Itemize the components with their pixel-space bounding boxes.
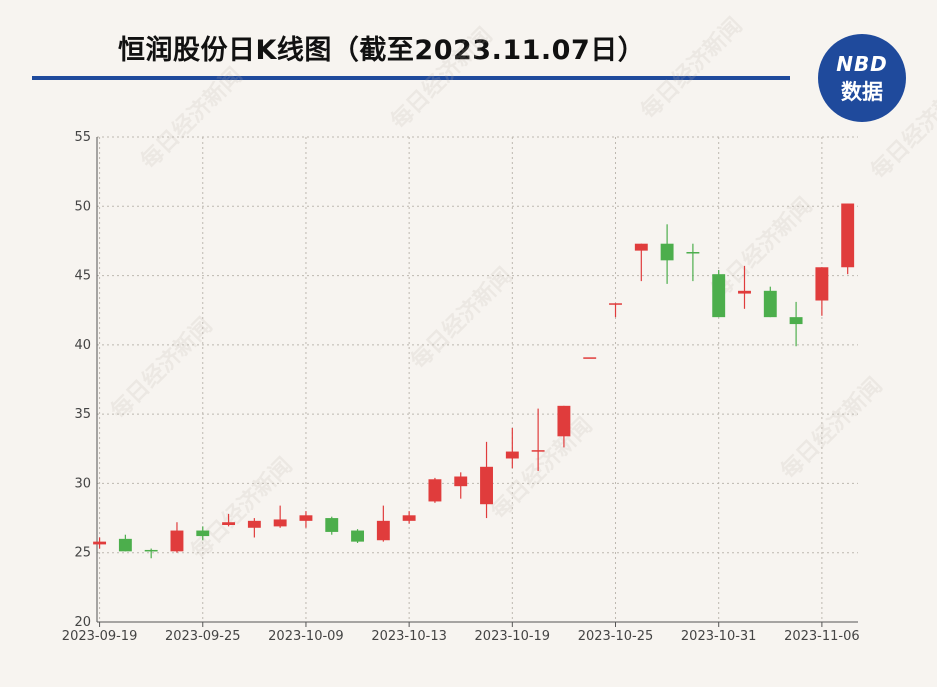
candle [428,477,442,503]
x-tick-label: 2023-09-19 [62,629,138,644]
candle [738,265,751,309]
candle [376,505,390,542]
y-tick-label: 30 [74,476,91,491]
x-tick-label: 2023-09-25 [165,629,241,644]
candle-body [609,303,622,305]
candle [170,522,184,553]
watermark-text: 每日经济新闻 [136,63,248,175]
candle [325,516,339,535]
candle [454,472,468,499]
candle [712,270,726,318]
axes-layer: 20 25 30 35 40 45 50 55 2023-09-19 2023-09-25 2023… [62,130,860,644]
candle [299,511,313,528]
candle-body [325,518,339,532]
candle-body [660,243,674,261]
candle [222,513,236,527]
candle-body [222,522,236,525]
y-tick-label: 45 [74,269,91,284]
y-tick-label: 20 [74,615,91,630]
candle [841,203,855,275]
candle-body [273,519,287,527]
nbd-logo: NBD 数据 [818,34,906,122]
candle [505,428,519,469]
logo-text-top: NBD [836,52,888,76]
x-tick-label: 2023-10-25 [578,629,654,644]
candle [634,243,648,282]
watermark-text: 每日经济新闻 [636,13,748,125]
candle [763,286,777,318]
candle-body [815,267,829,301]
candle-body [841,203,855,268]
y-tick-label: 35 [74,407,91,422]
candle [789,301,803,347]
candle-body [118,538,132,552]
candle-body [505,451,519,459]
candle [557,405,571,448]
candle-body [531,450,545,452]
candle [93,537,107,549]
candle-body [170,530,184,552]
y-tick-label: 40 [74,338,91,353]
watermark-text: 每日经济新闻 [386,23,498,135]
candle-body [93,541,107,545]
candle-body [557,405,571,437]
watermark-text: 每日经济新闻 [486,413,598,525]
watermark-text: 每日经济新闻 [776,373,888,485]
candle-body [144,549,158,552]
candle-body [454,476,468,487]
candle-body [712,274,726,318]
candle [609,303,622,318]
watermark-text: 每日经济新闻 [866,73,937,185]
grid-layer [97,136,858,622]
candle [196,526,210,541]
x-tick-label: 2023-10-13 [371,629,447,644]
logo-text-bottom: 数据 [841,80,883,104]
candles-layer [93,203,855,559]
candle [402,511,416,524]
x-tick-label: 2023-10-09 [268,629,344,644]
candle-body [480,466,493,505]
candle [815,267,829,316]
candle-body [247,520,261,528]
x-tick-label: 2023-10-19 [475,629,551,644]
candle [686,243,700,282]
candle-body [634,243,648,251]
candle [351,529,364,544]
candle [531,408,545,471]
watermark-text: 每日经济新闻 [106,313,218,425]
candle [273,505,287,528]
candle-body [196,530,210,537]
candle-body [428,479,442,502]
candle-body [351,530,364,542]
candle [480,441,493,519]
title-divider [32,76,790,80]
candle-body [376,520,390,541]
x-tick-label: 2023-11-06 [784,629,860,644]
candle [247,518,261,538]
watermark-text: 每日经济新闻 [406,263,518,375]
candle-body [763,290,777,318]
candle-body [402,515,416,521]
candle-body [738,290,751,294]
y-tick-label: 55 [74,130,91,145]
page-title: 恒润股份日K线图（截至2023.11.07日） [118,35,646,66]
candle-body [299,515,313,521]
candle-body [583,357,597,359]
y-tick-label: 50 [74,199,91,214]
candle [583,357,597,359]
x-tick-label: 2023-10-31 [681,629,757,644]
candle [118,534,132,552]
candle-body [686,252,700,254]
candle-body [789,317,803,325]
candle [660,224,674,284]
y-tick-label: 25 [74,546,91,561]
candle [144,548,158,559]
